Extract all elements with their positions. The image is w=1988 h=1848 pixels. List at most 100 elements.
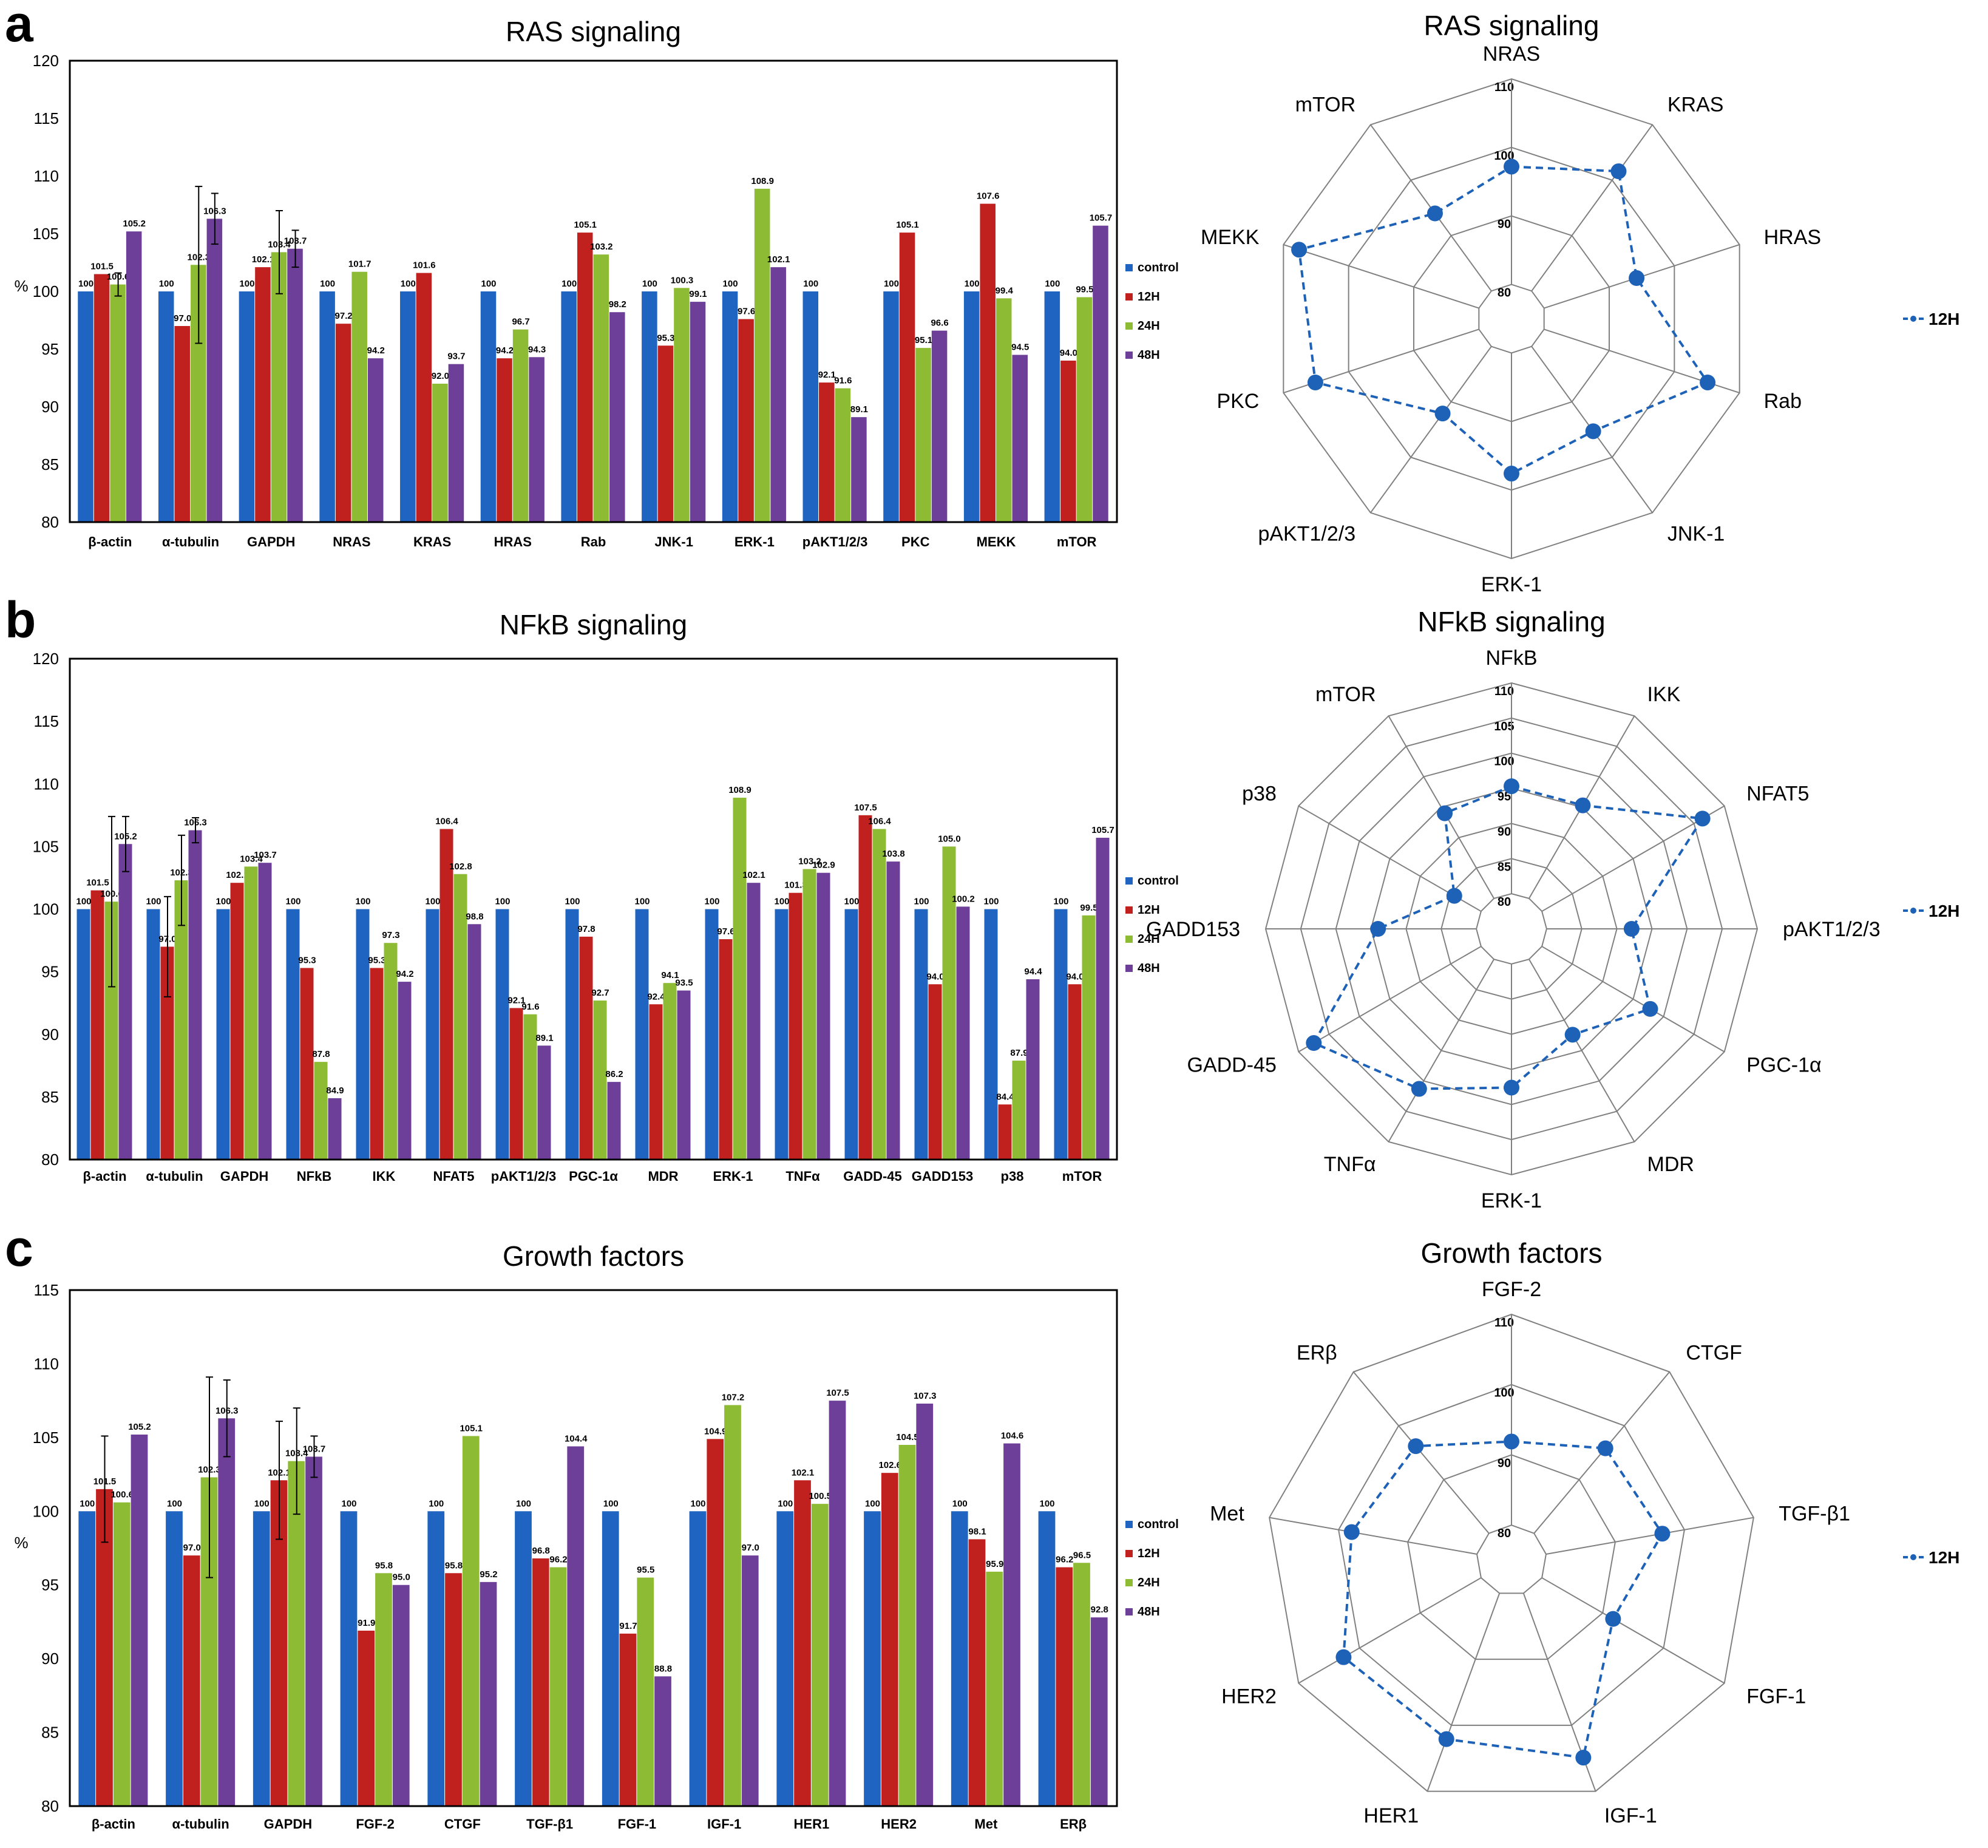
radar-axis-label-kras: KRAS	[1667, 93, 1724, 116]
bar-hras-48h	[529, 357, 544, 522]
category-label-actin: β-actin	[88, 534, 132, 549]
bar-actin-12h	[93, 274, 110, 522]
bar-rab-24h	[593, 254, 609, 522]
bar-rab-control	[561, 291, 577, 522]
radar-point-er	[1408, 1438, 1424, 1455]
bar-gadd-45-control	[844, 909, 858, 1160]
data-label: 93.5	[675, 978, 693, 988]
radar-point-pkc	[1307, 374, 1323, 390]
data-label: 100	[965, 279, 980, 289]
data-label: 100	[952, 1498, 968, 1509]
data-label: 94.2	[396, 969, 413, 979]
radar-series-line-12h	[1297, 165, 1710, 475]
data-label: 95.2	[480, 1569, 497, 1580]
bar-actin-48h	[118, 844, 132, 1160]
data-label: 100	[642, 279, 657, 289]
data-label: 95.0	[393, 1572, 410, 1583]
bar-er-48h	[1090, 1617, 1108, 1806]
data-label: 91.9	[358, 1618, 375, 1628]
bar-pkc-12h	[899, 233, 915, 522]
radar-axis-label-fgf-1: FGF-1	[1746, 1685, 1806, 1708]
radar-axis-label-ctgf: CTGF	[1686, 1342, 1742, 1365]
category-label-gapdh: GAPDH	[247, 534, 295, 549]
radar-grid-ring	[1407, 1454, 1616, 1660]
bar-gapdh-12h	[230, 883, 244, 1160]
bar-gapdh-12h	[255, 267, 271, 522]
radar-grid-ring	[1269, 1313, 1754, 1792]
radar-chart-ras-signaling: RAS signaling8090100110NRASKRASHRASRabJN…	[1201, 10, 1959, 596]
bar-gapdh-24h	[288, 1461, 305, 1806]
radar-axis-label-her1: HER1	[1363, 1804, 1419, 1827]
bar-igf-1-control	[689, 1511, 707, 1806]
legend-swatch-48h	[1125, 352, 1133, 359]
data-label: 106.4	[435, 817, 458, 827]
data-label: 95.8	[375, 1560, 393, 1571]
data-label: 105.1	[574, 220, 597, 230]
radar-legend-label: 12H	[1929, 1548, 1959, 1567]
radar-spoke	[1269, 1517, 1477, 1555]
data-label: 97.2	[335, 311, 353, 321]
data-label: 96.2	[1056, 1555, 1073, 1565]
radar-point-gadd-45	[1306, 1035, 1322, 1051]
y-tick-label: 80	[41, 1150, 59, 1169]
radar-axis-label-mtor: mTOR	[1315, 683, 1376, 706]
bar-her2-control	[864, 1511, 881, 1806]
y-tick-label: 110	[34, 167, 59, 185]
data-label: 87.8	[312, 1049, 330, 1059]
data-label: 96.5	[1073, 1550, 1091, 1560]
radar-axis-label-rab: Rab	[1764, 390, 1802, 413]
data-label: 89.1	[850, 404, 868, 415]
bar-mdr-control	[635, 909, 649, 1160]
bar-p38-24h	[1012, 1061, 1026, 1160]
category-label-met: Met	[974, 1816, 998, 1832]
data-label: 105.2	[123, 219, 146, 229]
bar-chart-ras-signaling: RAS signaling 80 85 90 95 100 105 110 115 120% 100…	[14, 16, 1178, 549]
data-label: 92.1	[507, 995, 525, 1005]
data-label: 95.3	[298, 955, 316, 965]
bar-actin-control	[76, 909, 90, 1160]
radar-axis-label-tgf-1: TGF-β1	[1779, 1502, 1850, 1525]
bar-met-24h	[986, 1571, 1003, 1806]
data-label: 102.1	[742, 870, 765, 880]
radar-point-ikk	[1575, 797, 1591, 814]
category-label-erk-1: ERK-1	[734, 534, 775, 549]
radar-axis-label-gadd153: GADD153	[1146, 918, 1240, 941]
data-label: 100	[159, 279, 174, 289]
radar-spoke	[1388, 959, 1494, 1143]
radar-title: NFkB signaling	[1417, 606, 1605, 637]
radar-axis-label-mdr: MDR	[1647, 1153, 1694, 1176]
bar-gapdh-control	[216, 909, 230, 1160]
bar-met-control	[951, 1511, 968, 1806]
radar-spoke	[1541, 1577, 1725, 1684]
bar-pgc-1-control	[565, 909, 579, 1160]
bar-erk-1-control	[722, 291, 738, 522]
radar-chart-nfkb-signaling: NFkB signaling 80 85 90 95 100 105 110 NFkB IKK NF…	[1146, 606, 1959, 1212]
radar-spoke	[1531, 124, 1653, 291]
y-tick-label: 95	[41, 340, 59, 358]
radar-axis-label-pakt1-2-3: pAKT1/2/3	[1783, 918, 1881, 941]
data-label: 100	[561, 279, 577, 289]
bar-pgc-1-12h	[579, 936, 593, 1160]
data-label: 108.9	[728, 785, 751, 795]
data-label: 94.0	[1060, 348, 1077, 358]
category-label-tubulin: α-tubulin	[146, 1169, 203, 1184]
radar-spoke	[1352, 1371, 1490, 1534]
bar-tnf-12h	[789, 892, 802, 1160]
legend-swatch-24h	[1125, 322, 1133, 330]
data-label: 100	[1045, 279, 1060, 289]
category-label-pakt1-2-3: pAKT1/2/3	[802, 534, 868, 549]
radar-legend-marker	[1910, 908, 1916, 914]
bar-her2-12h	[881, 1473, 898, 1806]
bar-pakt1-2-3-control	[495, 909, 509, 1160]
bar-tgf-1-24h	[549, 1567, 567, 1806]
radar-axis-label-met: Met	[1210, 1502, 1244, 1525]
bar-tgf-1-48h	[567, 1446, 585, 1806]
bar-actin-24h	[104, 902, 118, 1160]
radar-point-rab	[1700, 374, 1716, 390]
bar-tnf-48h	[816, 872, 830, 1160]
radar-point-mdr	[1564, 1027, 1581, 1043]
legend-label-control: control	[1138, 874, 1179, 888]
data-label: 100	[914, 897, 929, 907]
legend-label-48h: 48H	[1138, 1605, 1160, 1619]
data-label: 101.5	[86, 878, 109, 888]
